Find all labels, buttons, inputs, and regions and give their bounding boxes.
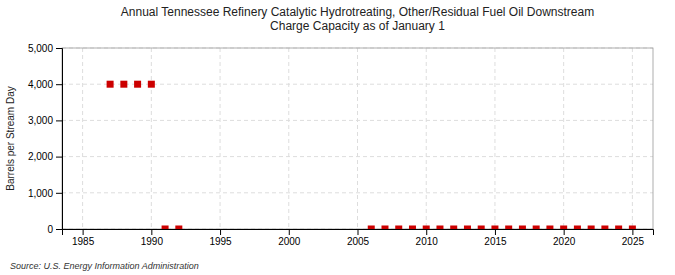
point [629,226,636,230]
x-tick-mark [83,229,84,235]
y-tick-mark [56,120,62,121]
x-tick-mark [358,229,359,235]
x-tick: 2025 [622,229,645,247]
title: Annual Tennessee Refinery Catalytic Hydr… [121,5,594,33]
point [601,226,608,230]
annotation: Source: U.S. Energy Information Administ… [10,261,199,271]
y-tick-label: 4,000 [28,79,53,90]
y-tick: 3,000 [28,115,62,126]
point [491,226,498,230]
grid-line [151,48,152,229]
point [381,226,388,230]
point [615,226,622,230]
point [134,81,141,88]
x-tick-mark [632,229,633,235]
x-tick: 1985 [72,229,95,247]
point [505,226,512,230]
point [120,81,127,88]
point [436,226,443,230]
x-tick-label: 1990 [141,236,164,247]
grid-line [494,48,495,229]
grid-line [288,48,289,229]
x-axis: 1985 1990 1995 2000 2005 2010 2015 2020 2025 [63,229,654,247]
y-tick: 4,000 [28,79,62,90]
y-tick: 5,000 [28,43,62,54]
x-tick-label: 2005 [347,236,370,247]
point [533,226,540,230]
grid-line [426,48,427,229]
point [423,226,430,230]
chart: 1985 1990 1995 2000 2005 2010 2015 2020 2025 0 1,0… [0,0,675,275]
point [588,226,595,230]
marks [107,81,636,229]
y-tick-label: 1,000 [28,188,53,199]
x-tick: 2020 [553,229,576,247]
y-tick-mark [56,193,62,194]
y-tick: 0 [47,224,62,235]
x-tick-label: 1995 [209,236,232,247]
point [409,226,416,230]
x-axis-line [63,230,654,236]
y-tick-mark [56,48,62,49]
x-tick-label: 2000 [278,236,301,247]
x-tick: 2015 [484,229,507,247]
point [560,226,567,230]
y-tick: 1,000 [28,188,62,199]
y-tick-label: 3,000 [28,115,53,126]
grid-line [632,48,633,229]
plot: 1985 1990 1995 2000 2005 2010 2015 2020 2025 0 1,0… [28,43,654,247]
point [148,81,155,88]
y-axis-title: Barrels per Stream Day [5,86,16,190]
point [107,81,114,88]
y-axis: 0 1,000 2,000 3,000 4,000 5,000 [28,43,63,235]
point [574,226,581,230]
point [546,226,553,230]
x-tick: 2010 [416,229,439,247]
grid-line [563,48,564,229]
x-tick-mark [426,229,427,235]
x-tick-label: 1985 [72,236,95,247]
y-tick: 2,000 [28,151,62,162]
x-tick: 2005 [347,229,370,247]
x-tick-mark [289,229,290,235]
grid-line [62,192,653,193]
x-tick-label: 2010 [416,236,439,247]
grid-line [62,156,653,157]
x-tick-mark [495,229,496,235]
point [519,226,526,230]
point [162,226,169,230]
x-tick-mark [564,229,565,235]
grid-line [62,120,653,121]
x-tick-mark [151,229,152,235]
x-tick-label: 2015 [484,236,507,247]
point [450,226,457,230]
y-tick-label: 2,000 [28,151,53,162]
y-tick-label: 0 [47,224,53,235]
y-tick-mark [56,84,62,85]
x-tick-mark [220,229,221,235]
point [395,226,402,230]
point [175,226,182,230]
x-tick: 2000 [278,229,301,247]
x-tick-label: 2025 [622,236,645,247]
x-tick: 1995 [209,229,232,247]
point [464,226,471,230]
y-tick-label: 5,000 [28,43,53,54]
y-axis-line [56,49,63,230]
y-tick-mark [56,229,62,230]
x-tick-label: 2020 [553,236,576,247]
grid-line [82,48,83,229]
grid-line [357,48,358,229]
x-tick: 1990 [141,229,164,247]
grid [62,48,653,229]
point [478,226,485,230]
plot-frame [62,48,653,229]
point [368,226,375,230]
grid-line [220,48,221,229]
y-tick-mark [56,157,62,158]
